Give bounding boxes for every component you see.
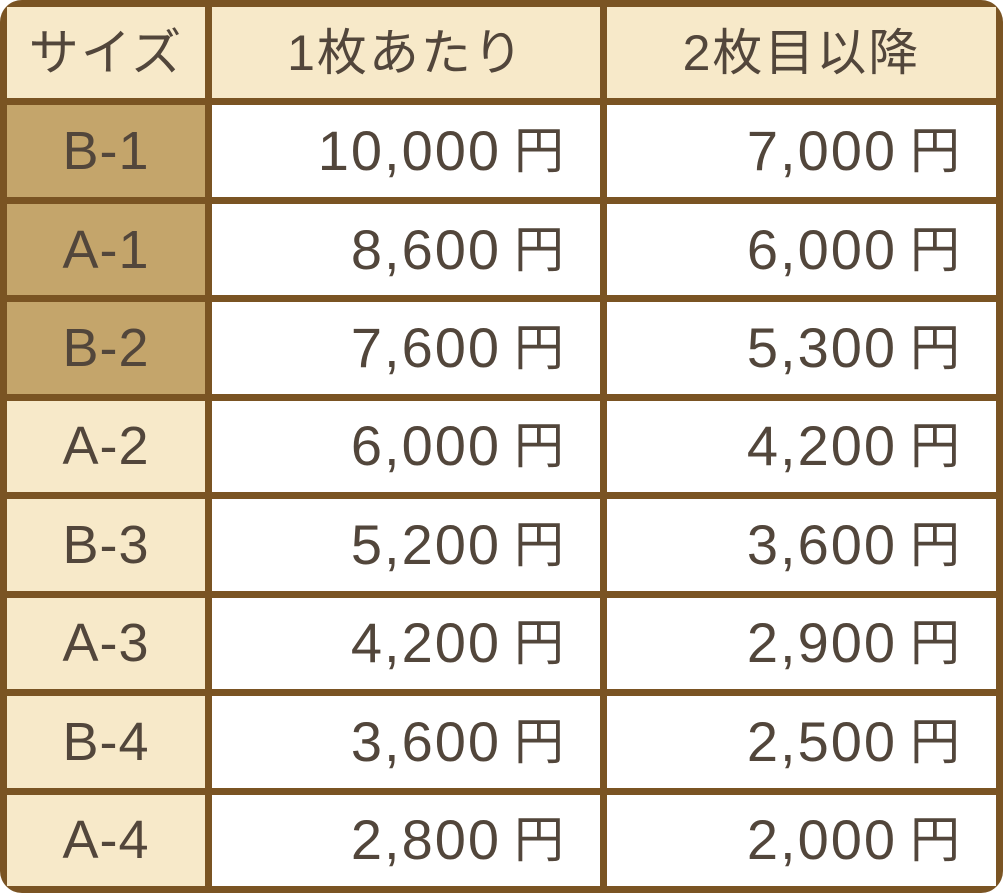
size-cell: B-4 <box>7 696 205 788</box>
price-unit: 円 <box>910 516 960 573</box>
size-cell: A-2 <box>7 400 205 493</box>
size-label: A-4 <box>62 810 150 871</box>
price-unit: 円 <box>910 320 960 377</box>
size-label: A-3 <box>62 613 150 674</box>
price-value: 2,000 <box>746 808 897 872</box>
price-value: 8,600 <box>350 217 501 281</box>
price-unit: 円 <box>514 615 564 672</box>
header-label-second-onward: 2枚目以降 <box>682 24 921 81</box>
price-per-sheet-cell: 8,600 円 <box>212 203 600 296</box>
size-label: B-2 <box>62 318 150 379</box>
price-value: 2,500 <box>746 709 897 773</box>
size-cell: B-2 <box>7 302 205 394</box>
size-label: B-1 <box>62 121 150 182</box>
price-second-onward-cell: 2,000 円 <box>607 794 996 886</box>
price-value: 10,000 <box>317 119 501 183</box>
price-per-sheet-cell: 7,600 円 <box>212 302 600 394</box>
size-cell: A-4 <box>7 794 205 886</box>
price-per-sheet-cell: 2,800 円 <box>212 794 600 886</box>
price-value: 2,900 <box>746 611 897 675</box>
price-value: 3,600 <box>746 512 897 576</box>
size-cell: B-3 <box>7 499 205 591</box>
price-second-onward-cell: 2,500 円 <box>607 696 996 788</box>
price-table-grid: サイズ 1枚あたり 2枚目以降 B-1 10,000 円 7,000 円 A-1… <box>7 7 996 886</box>
size-cell: A-3 <box>7 597 205 690</box>
price-second-onward-cell: 5,300 円 <box>607 302 996 394</box>
size-cell: B-1 <box>7 105 205 197</box>
price-unit: 円 <box>514 713 564 770</box>
header-cell-second-onward: 2枚目以降 <box>607 7 996 99</box>
price-unit: 円 <box>514 812 564 869</box>
price-value: 6,000 <box>746 217 897 281</box>
price-value: 2,800 <box>350 808 501 872</box>
price-per-sheet-cell: 5,200 円 <box>212 499 600 591</box>
price-unit: 円 <box>514 418 564 475</box>
price-value: 5,200 <box>350 512 501 576</box>
price-unit: 円 <box>514 516 564 573</box>
price-unit: 円 <box>514 123 564 180</box>
size-cell: A-1 <box>7 203 205 296</box>
price-per-sheet-cell: 10,000 円 <box>212 105 600 197</box>
price-unit: 円 <box>910 418 960 475</box>
price-value: 6,000 <box>350 414 501 478</box>
size-label: A-2 <box>62 416 150 477</box>
price-value: 7,600 <box>350 316 501 380</box>
price-second-onward-cell: 6,000 円 <box>607 203 996 296</box>
price-per-sheet-cell: 3,600 円 <box>212 696 600 788</box>
price-second-onward-cell: 2,900 円 <box>607 597 996 690</box>
price-per-sheet-cell: 4,200 円 <box>212 597 600 690</box>
price-per-sheet-cell: 6,000 円 <box>212 400 600 493</box>
price-second-onward-cell: 3,600 円 <box>607 499 996 591</box>
price-unit: 円 <box>910 615 960 672</box>
price-unit: 円 <box>910 221 960 278</box>
size-label: A-1 <box>62 219 150 280</box>
price-second-onward-cell: 4,200 円 <box>607 400 996 493</box>
price-value: 4,200 <box>746 414 897 478</box>
price-unit: 円 <box>910 123 960 180</box>
header-cell-per-sheet: 1枚あたり <box>212 7 600 99</box>
price-unit: 円 <box>910 713 960 770</box>
size-label: B-4 <box>62 711 150 772</box>
size-label: B-3 <box>62 514 150 575</box>
price-value: 4,200 <box>350 611 501 675</box>
header-label-size: サイズ <box>28 24 184 81</box>
price-unit: 円 <box>514 320 564 377</box>
price-unit: 円 <box>514 221 564 278</box>
price-value: 7,000 <box>746 119 897 183</box>
header-cell-size: サイズ <box>7 7 205 99</box>
price-unit: 円 <box>910 812 960 869</box>
price-value: 3,600 <box>350 709 501 773</box>
header-label-per-sheet: 1枚あたり <box>287 24 525 81</box>
price-second-onward-cell: 7,000 円 <box>607 105 996 197</box>
price-value: 5,300 <box>746 316 897 380</box>
